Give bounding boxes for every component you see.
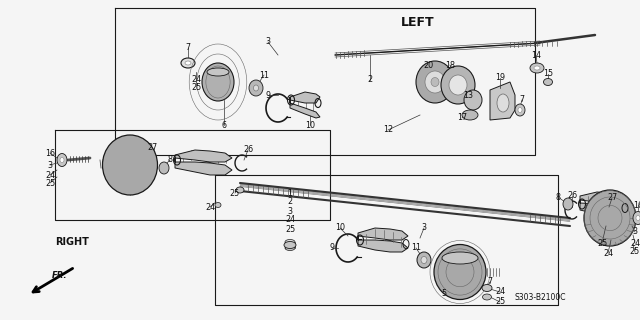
Text: 11: 11 — [411, 244, 421, 252]
Text: 24: 24 — [603, 249, 613, 258]
Text: 10: 10 — [335, 223, 345, 233]
Text: 8: 8 — [168, 156, 173, 164]
Ellipse shape — [636, 215, 640, 220]
Ellipse shape — [483, 294, 492, 300]
Text: 9: 9 — [330, 244, 335, 252]
Text: 1: 1 — [287, 188, 292, 197]
Text: 16: 16 — [633, 201, 640, 210]
Ellipse shape — [633, 212, 640, 225]
Text: 3: 3 — [47, 161, 52, 170]
Ellipse shape — [431, 77, 439, 86]
Ellipse shape — [102, 135, 157, 195]
Text: 12: 12 — [383, 125, 393, 134]
Text: 3: 3 — [632, 228, 637, 236]
Text: 25: 25 — [495, 298, 505, 307]
Ellipse shape — [285, 245, 295, 251]
Ellipse shape — [417, 252, 431, 268]
Text: 24: 24 — [495, 287, 505, 297]
Text: 5: 5 — [442, 289, 447, 298]
Text: 25: 25 — [630, 247, 640, 257]
Ellipse shape — [464, 90, 482, 110]
Ellipse shape — [434, 244, 486, 300]
Ellipse shape — [482, 284, 492, 292]
Text: RIGHT: RIGHT — [55, 237, 89, 247]
Ellipse shape — [515, 104, 525, 116]
Text: 7: 7 — [488, 277, 493, 286]
Text: 24: 24 — [285, 215, 295, 225]
Ellipse shape — [185, 61, 191, 65]
Ellipse shape — [416, 61, 454, 103]
Text: 24: 24 — [45, 171, 55, 180]
Text: 27: 27 — [147, 143, 157, 153]
Ellipse shape — [543, 78, 552, 85]
Text: 25: 25 — [45, 179, 55, 188]
Text: S303-B2100C: S303-B2100C — [515, 293, 566, 302]
Text: 7: 7 — [186, 44, 191, 52]
Text: FR.: FR. — [52, 270, 68, 279]
Ellipse shape — [442, 252, 478, 264]
Text: 2: 2 — [367, 76, 372, 84]
Text: 26: 26 — [567, 191, 577, 201]
Text: 14: 14 — [531, 52, 541, 60]
Text: 25: 25 — [285, 225, 295, 234]
Ellipse shape — [530, 63, 544, 73]
Ellipse shape — [202, 63, 234, 101]
Ellipse shape — [441, 66, 475, 104]
Ellipse shape — [215, 203, 221, 207]
Text: 24: 24 — [630, 238, 640, 247]
Text: 3: 3 — [266, 37, 271, 46]
Text: 3: 3 — [422, 223, 426, 233]
Polygon shape — [490, 82, 515, 120]
Text: 17: 17 — [457, 114, 467, 123]
Ellipse shape — [181, 58, 195, 68]
Text: 9: 9 — [266, 91, 271, 100]
Text: 2: 2 — [287, 197, 292, 206]
Ellipse shape — [207, 68, 229, 76]
Text: 25: 25 — [597, 238, 607, 247]
Text: 15: 15 — [543, 69, 553, 78]
Ellipse shape — [284, 242, 296, 249]
Text: 7: 7 — [520, 95, 525, 105]
Text: 19: 19 — [495, 74, 505, 83]
Text: 8: 8 — [556, 193, 561, 202]
Ellipse shape — [249, 80, 263, 96]
Polygon shape — [290, 92, 320, 118]
Polygon shape — [175, 150, 232, 175]
Text: 24: 24 — [205, 203, 215, 212]
Ellipse shape — [425, 71, 445, 93]
Text: 18: 18 — [445, 60, 455, 69]
Text: 10: 10 — [305, 121, 315, 130]
Text: 27: 27 — [607, 194, 617, 203]
Text: 25: 25 — [230, 188, 240, 197]
Ellipse shape — [534, 66, 540, 70]
Ellipse shape — [159, 162, 169, 174]
Ellipse shape — [253, 85, 259, 91]
Text: 26: 26 — [243, 146, 253, 155]
Text: LEFT: LEFT — [401, 15, 435, 28]
Text: 11: 11 — [259, 70, 269, 79]
Polygon shape — [358, 228, 408, 252]
Text: 13: 13 — [463, 91, 473, 100]
Ellipse shape — [462, 110, 478, 120]
Text: 24: 24 — [191, 76, 201, 84]
Text: 6: 6 — [221, 121, 227, 130]
Polygon shape — [580, 192, 628, 217]
Ellipse shape — [584, 190, 636, 246]
Ellipse shape — [285, 239, 295, 244]
Ellipse shape — [60, 157, 64, 163]
Ellipse shape — [57, 154, 67, 166]
Ellipse shape — [518, 108, 522, 113]
Ellipse shape — [449, 75, 467, 95]
Text: 3: 3 — [287, 206, 292, 215]
Text: 25: 25 — [191, 84, 201, 92]
Ellipse shape — [497, 94, 509, 112]
Text: 20: 20 — [423, 60, 433, 69]
Ellipse shape — [421, 257, 427, 263]
Text: 16: 16 — [45, 148, 55, 157]
Ellipse shape — [563, 198, 573, 210]
Ellipse shape — [236, 187, 244, 193]
